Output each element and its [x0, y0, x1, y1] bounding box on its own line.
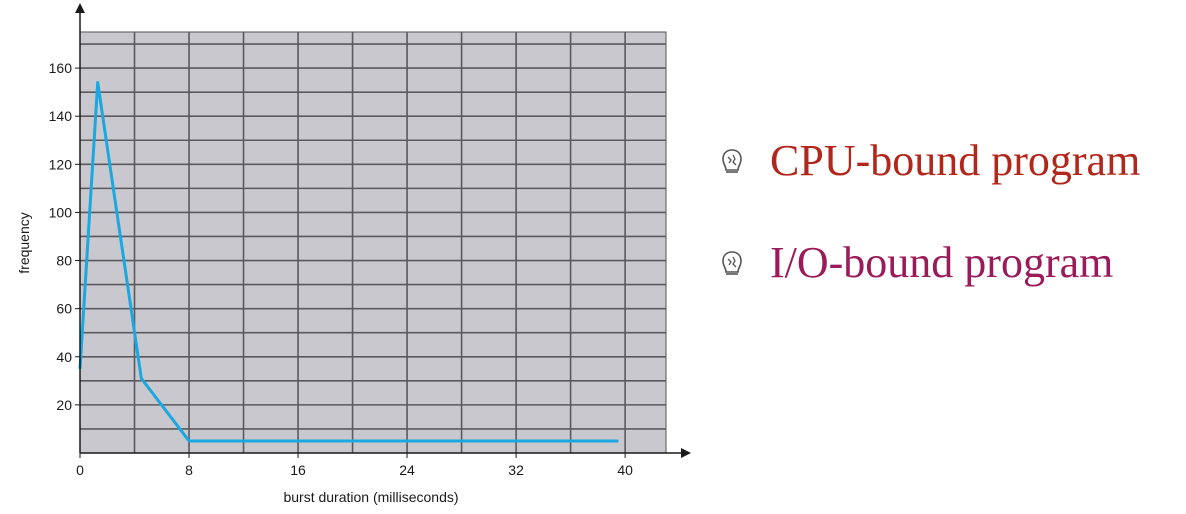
x-tick-label: 0	[76, 462, 84, 478]
burst-duration-chart: 0 8 16 24 32 40 20 40 60 80 100 120 140 160 burst dur…	[16, 3, 691, 505]
bullet-icon	[722, 251, 742, 275]
x-tick-label: 8	[185, 462, 193, 478]
x-axis-title: burst duration (milliseconds)	[283, 489, 458, 505]
y-tick-label: 20	[56, 397, 72, 413]
x-tick-label: 24	[399, 462, 415, 478]
legend: CPU-bound program I/O-bound program	[720, 130, 1180, 334]
x-tick-label: 32	[508, 462, 524, 478]
x-tick-label: 16	[290, 462, 306, 478]
bullet-icon	[722, 149, 742, 173]
y-tick-label: 60	[56, 301, 72, 317]
y-tick-label: 100	[49, 204, 73, 220]
data-point	[97, 82, 99, 84]
plot-area	[79, 31, 667, 454]
y-tick-label: 40	[56, 349, 72, 365]
legend-label: I/O-bound program	[770, 238, 1114, 287]
x-tick-label: 40	[617, 462, 633, 478]
y-tick-label: 80	[56, 253, 72, 269]
legend-item-cpu-bound: CPU-bound program	[720, 130, 1180, 192]
data-point	[188, 440, 190, 442]
y-tick-label: 140	[49, 108, 73, 124]
data-point	[140, 377, 142, 379]
y-axis-title: frequency	[16, 212, 32, 273]
y-tick-label: 160	[49, 60, 73, 76]
data-point	[617, 440, 619, 442]
legend-item-io-bound: I/O-bound program	[720, 232, 1180, 294]
legend-label: CPU-bound program	[770, 136, 1141, 185]
y-tick-label: 120	[49, 156, 73, 172]
